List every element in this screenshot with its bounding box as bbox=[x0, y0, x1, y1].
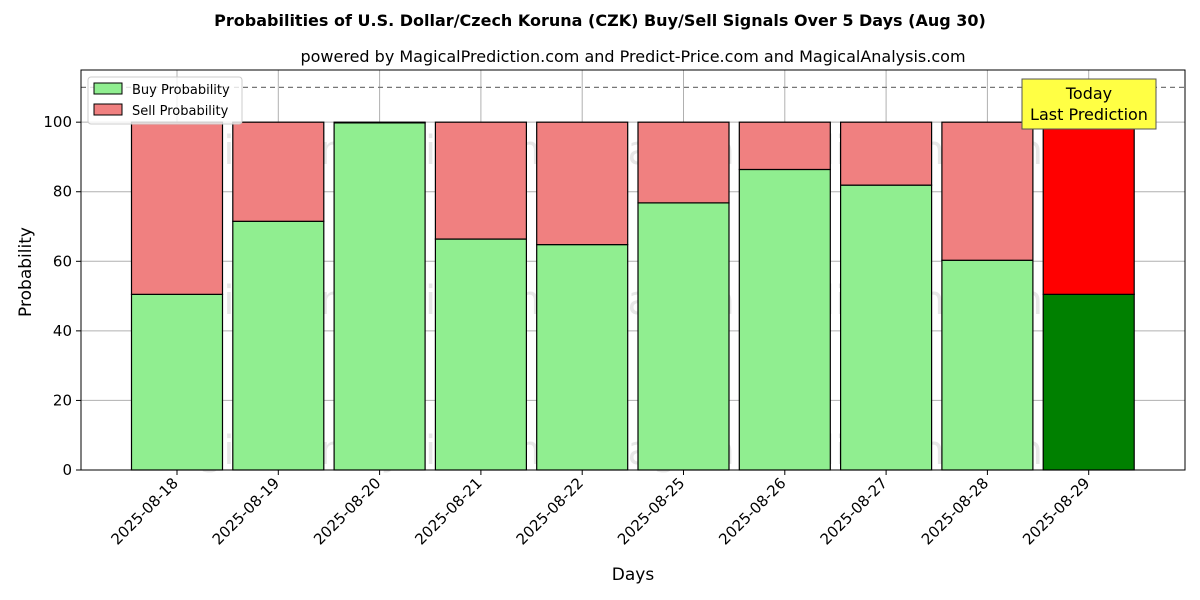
sell-bar bbox=[536, 121, 629, 246]
plot-frame bbox=[80, 69, 1186, 471]
x-tick-label: 2025-08-25 bbox=[614, 474, 688, 548]
buy-bar bbox=[333, 122, 426, 471]
x-tick-label: 2025-08-28 bbox=[918, 474, 992, 548]
buy-bar bbox=[1042, 293, 1135, 471]
today-annotation: Today Last Prediction bbox=[1021, 78, 1157, 130]
y-tick-label: 40 bbox=[53, 322, 72, 340]
sell-bar bbox=[232, 121, 325, 222]
sell-bar bbox=[941, 121, 1034, 261]
annotation-line1: Today bbox=[1065, 84, 1112, 103]
y-axis-label: Probability bbox=[16, 227, 36, 317]
sell-bar bbox=[333, 121, 426, 124]
buy-bar bbox=[637, 202, 730, 471]
buy-bar bbox=[434, 238, 527, 471]
buy-bar bbox=[130, 293, 224, 471]
sell-bar bbox=[130, 121, 224, 295]
legend: Buy Probability Sell Probability bbox=[87, 76, 243, 125]
buy-bar bbox=[839, 184, 933, 471]
x-tick-label: 2025-08-26 bbox=[715, 474, 789, 548]
legend-label-sell: Sell Probability bbox=[132, 104, 229, 119]
legend-swatch-sell bbox=[93, 103, 123, 116]
y-tick-label: 80 bbox=[53, 183, 72, 201]
buy-bar bbox=[941, 259, 1034, 471]
buy-bar bbox=[536, 244, 629, 471]
x-tick-label: 2025-08-29 bbox=[1019, 474, 1093, 548]
y-tick-label: 0 bbox=[62, 461, 72, 479]
x-tick-label: 2025-08-22 bbox=[513, 474, 587, 548]
annotation-line2: Last Prediction bbox=[1030, 105, 1148, 124]
buy-bar bbox=[232, 220, 325, 471]
sell-bar bbox=[738, 121, 831, 171]
sell-bar bbox=[1042, 121, 1135, 295]
x-tick-label: 2025-08-18 bbox=[107, 474, 181, 548]
y-tick-label: 20 bbox=[53, 391, 72, 409]
legend-swatch-buy bbox=[93, 82, 123, 95]
chart-subtitle: powered by MagicalPrediction.com and Pre… bbox=[300, 47, 965, 66]
legend-box bbox=[87, 76, 243, 125]
bar-layer bbox=[130, 121, 1135, 471]
x-tick-label: 2025-08-20 bbox=[310, 474, 384, 548]
y-tick-label: 100 bbox=[43, 113, 72, 131]
y-tick-label: 60 bbox=[53, 252, 72, 270]
chart-title: Probabilities of U.S. Dollar/Czech Korun… bbox=[214, 11, 986, 30]
sell-bar bbox=[434, 121, 527, 240]
buy-bar bbox=[738, 168, 831, 471]
x-tick-label: 2025-08-27 bbox=[817, 474, 891, 548]
x-axis-label: Days bbox=[612, 565, 655, 585]
sell-bar bbox=[839, 121, 933, 186]
sell-bar bbox=[637, 121, 730, 204]
x-tick-label: 2025-08-19 bbox=[209, 474, 283, 548]
annotation-box bbox=[1021, 78, 1157, 130]
legend-label-buy: Buy Probability bbox=[132, 83, 230, 98]
x-tick-label: 2025-08-21 bbox=[411, 474, 485, 548]
